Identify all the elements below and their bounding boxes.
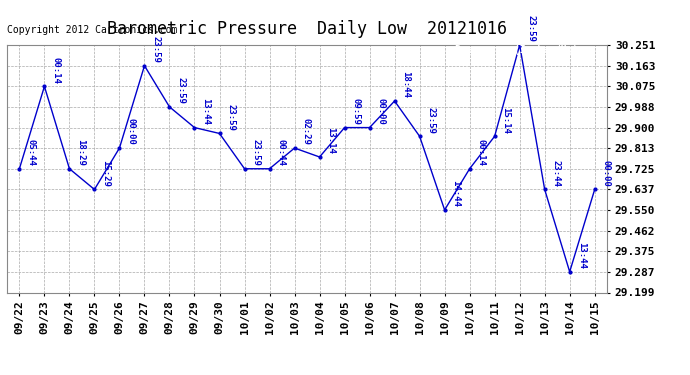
Text: 00:44: 00:44 [277,139,286,166]
Text: 02:29: 02:29 [302,118,310,145]
Text: 23:59: 23:59 [251,139,260,166]
Text: 23:59: 23:59 [177,77,186,104]
Text: 09:59: 09:59 [351,98,360,125]
Text: 23:59: 23:59 [226,104,235,130]
Text: 23:59: 23:59 [526,15,535,42]
Text: 15:14: 15:14 [502,106,511,134]
Text: 13:44: 13:44 [577,242,586,269]
Text: 23:59: 23:59 [151,36,160,63]
Text: Copyright 2012 Cartronics.com: Copyright 2012 Cartronics.com [7,25,177,35]
Text: 23:44: 23:44 [551,160,560,187]
Text: 05:44: 05:44 [26,139,35,166]
Text: 13:14: 13:14 [326,128,335,154]
Text: 15:29: 15:29 [101,160,110,187]
Text: 00:00: 00:00 [377,98,386,125]
Text: 00:14: 00:14 [51,57,60,84]
Text: 00:00: 00:00 [126,118,135,145]
Text: 00:00: 00:00 [602,160,611,187]
Text: 23:59: 23:59 [426,106,435,134]
Text: 00:14: 00:14 [477,139,486,166]
Text: 13:44: 13:44 [201,98,210,125]
Text: 18:44: 18:44 [402,71,411,98]
Text: 18:29: 18:29 [77,139,86,166]
Title: Barometric Pressure  Daily Low  20121016: Barometric Pressure Daily Low 20121016 [107,21,507,39]
Text: 14:44: 14:44 [451,180,460,207]
